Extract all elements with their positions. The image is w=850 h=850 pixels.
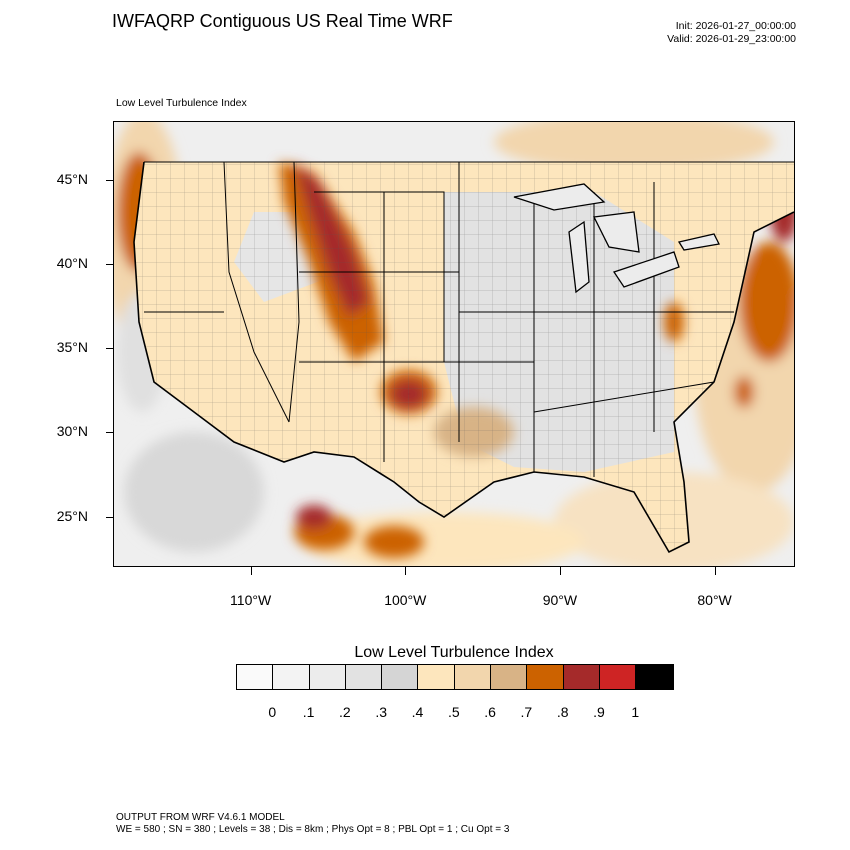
lat-label: 25°N xyxy=(56,507,88,524)
plot-title: IWFAQRP Contiguous US Real Time WRF xyxy=(112,11,453,31)
colorbar-swatch xyxy=(309,665,346,689)
model-footer: OUTPUT FROM WRF V4.6.1 MODEL WE = 580 ; … xyxy=(116,812,509,836)
field-subtitle: Low Level Turbulence Index xyxy=(116,97,247,109)
lon-label: 100°W xyxy=(384,592,427,608)
lat-label: 35°N xyxy=(56,339,88,356)
colorbar-swatch xyxy=(418,665,455,689)
lon-label: 110°W xyxy=(230,592,272,608)
lat-label: 45°N xyxy=(56,170,88,187)
lat-label: 40°N xyxy=(56,255,88,272)
lat-tick xyxy=(106,516,113,518)
footer-line-1: OUTPUT FROM WRF V4.6.1 MODEL xyxy=(116,812,285,823)
lon-tick xyxy=(405,567,407,575)
lon-tick xyxy=(250,567,252,575)
colorbar-swatch xyxy=(345,665,383,689)
valid-time: Valid: 2026-01-29_23:00:00 xyxy=(667,33,796,45)
colorbar-label: .9 xyxy=(593,704,605,720)
colorbar-swatch xyxy=(636,665,673,689)
lat-label: 30°N xyxy=(56,423,88,440)
colorbar-label: .7 xyxy=(520,704,533,720)
lon-label: 90°W xyxy=(542,592,578,608)
colorbar-swatch xyxy=(491,665,528,689)
lat-tick xyxy=(106,179,113,181)
colorbar-swatch xyxy=(563,665,600,689)
colorbar-swatch xyxy=(454,665,492,689)
colorbar-label: .3 xyxy=(375,704,388,720)
lon-tick xyxy=(714,567,716,575)
colorbar-title: Low Level Turbulence Index xyxy=(354,644,554,661)
lat-tick xyxy=(106,264,113,266)
turbulence-map xyxy=(113,121,795,567)
colorbar-label: .4 xyxy=(411,704,424,720)
colorbar-swatch xyxy=(527,665,564,689)
time-info: Init: 2026-01-27_00:00:00 Valid: 2026-01… xyxy=(667,20,796,46)
colorbar-label: .1 xyxy=(302,704,315,720)
colorbar xyxy=(236,664,674,690)
colorbar-swatch xyxy=(273,665,310,689)
colorbar-label: 0 xyxy=(268,704,277,720)
lon-label: 80°W xyxy=(697,592,732,608)
lat-tick xyxy=(106,432,113,434)
colorbar-label: 1 xyxy=(631,704,640,720)
footer-line-2: WE = 580 ; SN = 380 ; Levels = 38 ; Dis … xyxy=(116,824,510,835)
colorbar-label: .6 xyxy=(484,704,496,720)
colorbar-label: .8 xyxy=(556,704,569,720)
init-time: Init: 2026-01-27_00:00:00 xyxy=(675,20,796,32)
colorbar-label: .5 xyxy=(447,704,460,720)
colorbar-swatch xyxy=(599,665,637,689)
lat-tick xyxy=(106,348,113,350)
lon-tick xyxy=(559,567,561,575)
colorbar-swatch xyxy=(382,665,419,689)
colorbar-label: .2 xyxy=(339,704,351,720)
colorbar-swatch xyxy=(237,665,274,689)
